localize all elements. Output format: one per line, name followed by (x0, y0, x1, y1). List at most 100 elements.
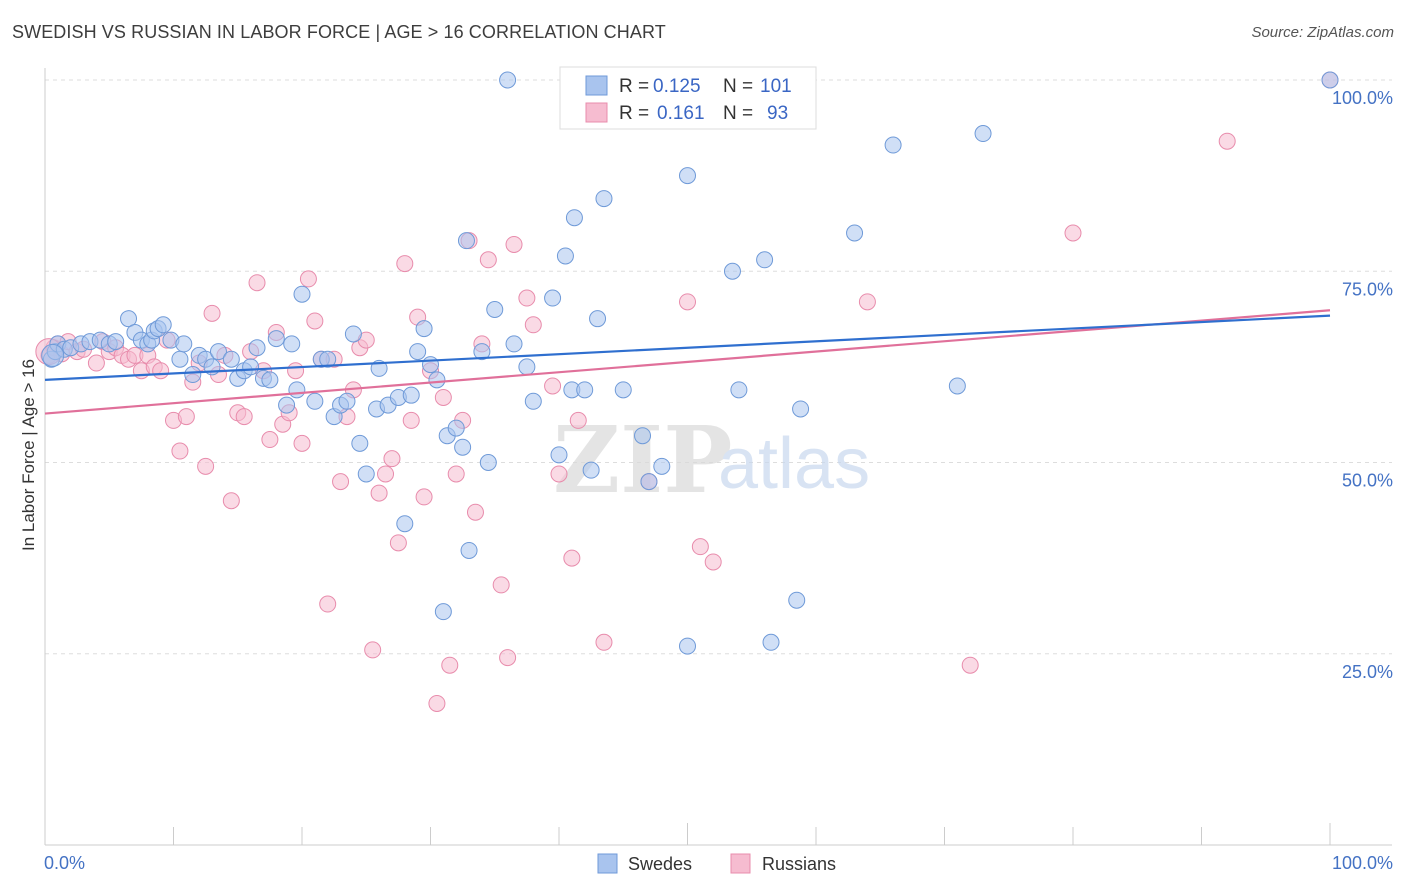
x-tick-label-1: 100.0% (1332, 853, 1393, 873)
bottom-legend-swatch-russians (730, 853, 751, 874)
swedes-point-88 (762, 633, 780, 651)
swedes-point-45 (351, 434, 369, 452)
swedes-point-89 (788, 591, 806, 609)
russians-point-38 (287, 362, 305, 380)
swedes-point-51 (396, 515, 414, 533)
russians-point-73 (524, 316, 542, 334)
y-tick-label-1: 50.0% (1342, 471, 1393, 491)
russians-point-41 (306, 312, 324, 330)
swedes-point-9 (107, 333, 125, 351)
swedes-point-61 (457, 232, 475, 250)
swedes-point-94 (974, 125, 992, 143)
swedes-point-30 (248, 339, 266, 357)
russians-point-70 (499, 649, 517, 667)
russians-point-76 (563, 549, 581, 567)
russians-point-80 (679, 293, 696, 311)
y-tick-label-2: 75.0% (1342, 279, 1393, 299)
russians-point-52 (377, 465, 395, 483)
russians-point-62 (441, 656, 459, 674)
swedes-point-33 (267, 330, 285, 348)
swedes-point-46 (357, 465, 375, 483)
swedes-point-74 (565, 209, 583, 227)
swedes-point-82 (653, 457, 671, 475)
chart-title: SWEDISH VS RUSSIAN IN LABOR FORCE | AGE … (12, 22, 666, 42)
russians-point-84 (858, 293, 876, 311)
swedes-point-44 (344, 325, 362, 343)
swedes-point-36 (288, 381, 306, 399)
trend-lines (44, 309, 1331, 415)
trend-line-swedes (44, 314, 1331, 381)
russians-point-20 (171, 442, 189, 460)
swedes-point-78 (595, 190, 613, 208)
swedes-point-53 (409, 343, 427, 361)
swedes-point-91 (846, 224, 864, 242)
grid-lines (45, 79, 1392, 655)
russians-point-77 (569, 411, 587, 429)
axes (44, 68, 1392, 846)
trend-line-russians (44, 309, 1331, 415)
swedes-point-34 (278, 396, 296, 414)
bottom-legend-swedes: Swedes (628, 854, 692, 874)
russians-point-53 (383, 450, 401, 468)
legend-r-swedes: 0.125 (653, 76, 701, 97)
swedes-point-81 (640, 473, 658, 491)
russians-point-40 (299, 270, 317, 288)
russians-point-68 (479, 251, 497, 269)
swedes-point-19 (171, 350, 189, 368)
watermark: ZIP atlas (553, 406, 870, 514)
swedes-point-87 (756, 251, 774, 269)
swedes-point-26 (222, 350, 240, 368)
swedes-point-63 (473, 343, 491, 361)
swedes-point-54 (415, 320, 433, 338)
russians-point-7 (87, 354, 105, 372)
legend-n-swedes: 101 (760, 76, 792, 97)
russians-point-85 (961, 656, 979, 674)
bottom-legend-swatch-swedes (597, 853, 618, 874)
swedes-point-21 (184, 366, 202, 384)
legend-n-label-russians: N = (723, 103, 753, 124)
russians-point-87 (1218, 132, 1236, 150)
y-axis-label: In Labor Force | Age > 16 (19, 359, 38, 551)
y-tick-label-0: 25.0% (1342, 662, 1393, 682)
russians-point-45 (332, 473, 350, 491)
legend-swatch-swedes (585, 75, 608, 96)
swedes-point-79 (614, 381, 632, 399)
swedes-point-75 (576, 381, 594, 399)
y-tick-labels: 25.0% 50.0% 75.0% 100.0% (1332, 88, 1393, 682)
x-tick-label-0: 0.0% (44, 853, 85, 873)
swedes-cluster-point (41, 343, 65, 367)
swedes-point-86 (730, 381, 748, 399)
bottom-legend-russians: Russians (762, 854, 836, 874)
russians-point-75 (550, 465, 568, 483)
swedes-point-72 (556, 247, 574, 265)
russians-point-69 (492, 576, 510, 594)
swedes-point-25 (209, 343, 227, 361)
swedes-point-43 (338, 392, 356, 410)
russians-point-86 (1064, 224, 1082, 242)
swedes-point-55 (422, 356, 439, 374)
swedes-point-35 (283, 335, 301, 353)
swedes-point-69 (524, 392, 542, 410)
swedes-point-10 (120, 310, 138, 328)
swedes-point-64 (479, 454, 497, 471)
russians-point-74 (544, 377, 562, 395)
legend-n-label-swedes: N = (723, 76, 753, 97)
swedes-point-60 (454, 438, 472, 456)
swedes-point-92 (884, 136, 902, 154)
russians-point-54 (389, 534, 407, 552)
russians-point-28 (222, 492, 240, 510)
watermark-atlas: atlas (718, 424, 870, 504)
russians-point-32 (248, 274, 266, 292)
legend-r-label-russians: R = (619, 103, 649, 124)
swedes-point-59 (447, 419, 465, 437)
legend-n-russians: 93 (767, 103, 788, 124)
russians-point-55 (396, 255, 414, 273)
russians-point-61 (434, 388, 452, 406)
swedes-point-32 (261, 371, 279, 389)
russians-point-72 (518, 289, 536, 307)
swedes-point-17 (154, 316, 172, 334)
swedes-point-93 (948, 377, 966, 395)
legend-r-label-swedes: R = (619, 76, 649, 97)
russians-point-39 (293, 434, 311, 452)
swedes-point-77 (589, 310, 607, 328)
